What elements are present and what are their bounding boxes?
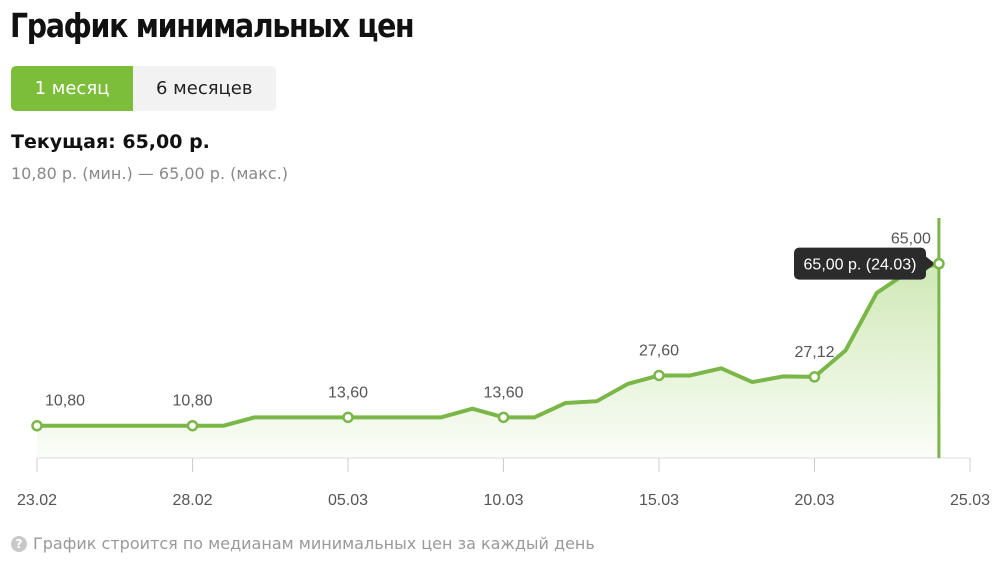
x-tick-label: 10.03 (483, 492, 523, 509)
x-tick-label: 05.03 (328, 492, 368, 509)
current-price: Текущая: 65,00 р. (11, 131, 210, 153)
x-tick-label: 23.02 (17, 492, 57, 509)
tooltip-box (794, 247, 926, 280)
area-fill (37, 263, 939, 458)
chart-note: ? График строится по медианам минимальны… (11, 534, 595, 553)
data-label: 27,12 (794, 344, 834, 361)
data-point (497, 411, 510, 424)
page-title: График минимальных цен (10, 6, 415, 45)
data-point (186, 419, 199, 432)
price-range: 10,80 р. (мин.) — 65,00 р. (макс.) (11, 164, 289, 183)
data-point (808, 371, 821, 383)
data-label: 10,80 (172, 393, 212, 410)
period-tabs: 1 месяц 6 месяцев (11, 66, 276, 111)
note-text: График строится по медианам минимальных … (33, 534, 595, 553)
tooltip-arrow (926, 256, 935, 271)
data-point (31, 419, 43, 432)
data-label: 27,60 (639, 342, 679, 359)
x-tick-label: 20.03 (794, 492, 834, 509)
x-tick-label: 28.02 (172, 492, 212, 509)
data-point-active (933, 257, 945, 270)
tab-1-month[interactable]: 1 месяц (11, 66, 133, 111)
data-label: 65,00 (891, 231, 931, 248)
data-label: 10,80 (45, 393, 85, 410)
data-label: 13,60 (328, 384, 368, 401)
question-circle-icon[interactable]: ? (11, 535, 27, 552)
x-tick-label: 15.03 (639, 492, 679, 509)
data-label: 13,60 (483, 384, 523, 401)
tooltip-text: 65,00 р. (24.03) (804, 257, 917, 274)
x-tick-label: 25.03 (950, 492, 990, 509)
data-point (653, 369, 665, 382)
data-point (342, 411, 354, 424)
tab-6-months[interactable]: 6 месяцев (156, 78, 253, 99)
